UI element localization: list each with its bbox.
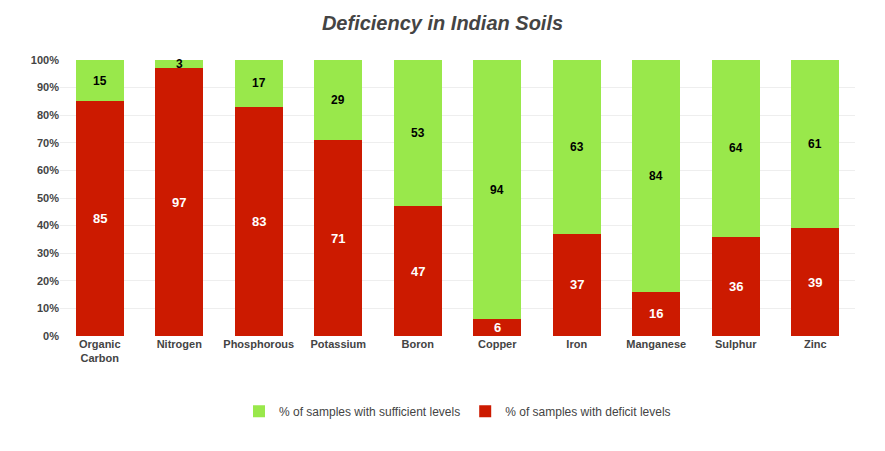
svg-text:OrganicCarbon: OrganicCarbon	[79, 338, 121, 364]
svg-text:84: 84	[649, 169, 663, 183]
svg-text:80%: 80%	[37, 109, 59, 121]
svg-text:3: 3	[176, 57, 183, 71]
svg-text:Nitrogen: Nitrogen	[157, 338, 203, 350]
svg-text:60%: 60%	[37, 164, 59, 176]
svg-text:% of samples with sufficient l: % of samples with sufficient levels	[279, 405, 460, 419]
svg-text:Zinc: Zinc	[804, 338, 827, 350]
svg-text:Potassium: Potassium	[310, 338, 366, 350]
svg-text:% of samples with deficit leve: % of samples with deficit levels	[505, 405, 670, 419]
svg-text:Deficiency in Indian Soils: Deficiency in Indian Soils	[322, 12, 563, 34]
svg-text:36: 36	[729, 279, 743, 294]
svg-text:Sulphur: Sulphur	[715, 338, 757, 350]
svg-text:53: 53	[411, 126, 425, 140]
svg-text:40%: 40%	[37, 219, 59, 231]
svg-text:Copper: Copper	[478, 338, 517, 350]
svg-text:15: 15	[93, 74, 107, 88]
svg-text:50%: 50%	[37, 192, 59, 204]
svg-text:63: 63	[570, 140, 584, 154]
svg-text:6: 6	[494, 320, 501, 335]
svg-text:83: 83	[252, 214, 266, 229]
svg-text:71: 71	[331, 231, 345, 246]
svg-text:0%: 0%	[43, 330, 59, 342]
svg-text:Iron: Iron	[566, 338, 587, 350]
svg-text:61: 61	[808, 137, 822, 151]
svg-text:30%: 30%	[37, 247, 59, 259]
svg-text:47: 47	[411, 264, 425, 279]
svg-text:16: 16	[649, 306, 663, 321]
svg-text:85: 85	[93, 211, 107, 226]
svg-text:Boron: Boron	[402, 338, 435, 350]
svg-text:29: 29	[331, 93, 345, 107]
svg-text:97: 97	[172, 195, 186, 210]
svg-text:Phosphorous: Phosphorous	[223, 338, 294, 350]
svg-text:37: 37	[570, 277, 584, 292]
svg-text:17: 17	[252, 76, 266, 90]
svg-text:20%: 20%	[37, 275, 59, 287]
svg-text:64: 64	[729, 141, 743, 155]
svg-text:94: 94	[490, 183, 504, 197]
svg-text:Manganese: Manganese	[626, 338, 686, 350]
svg-text:39: 39	[808, 275, 822, 290]
svg-text:100%: 100%	[31, 54, 59, 66]
svg-text:90%: 90%	[37, 81, 59, 93]
svg-text:70%: 70%	[37, 137, 59, 149]
svg-text:10%: 10%	[37, 302, 59, 314]
